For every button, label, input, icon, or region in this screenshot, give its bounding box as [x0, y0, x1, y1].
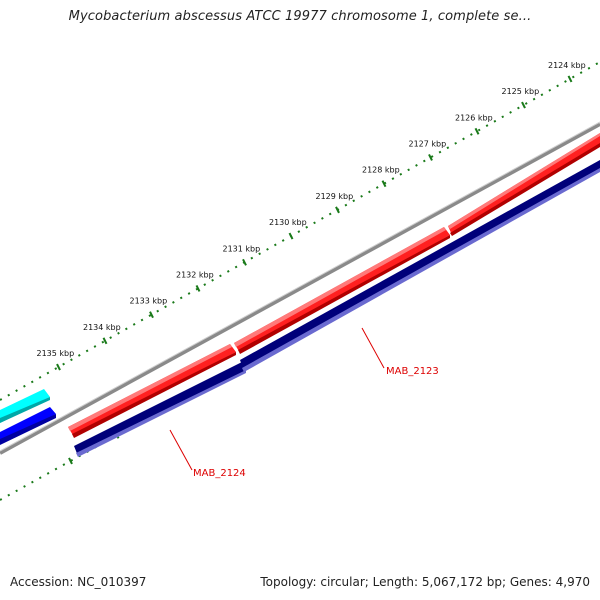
scale-label: 2125 kbp: [502, 87, 540, 96]
outer-major-tick: [428, 154, 433, 161]
scale-label: 2128 kbp: [362, 166, 400, 175]
neighbor-forward-gene-shade: [0, 397, 50, 423]
gene-reverse-left[interactable]: [74, 362, 246, 457]
outer-scale-ticks: [56, 75, 573, 371]
gene-forward-left[interactable]: [68, 344, 236, 438]
gene-label-line-2123: [361, 327, 385, 369]
outer-scale-line: [0, 61, 600, 401]
scale-label: 2124 kbp: [548, 61, 586, 70]
accession-text: Accession: NC_010397: [10, 575, 147, 589]
scale-label: 2130 kbp: [269, 218, 307, 227]
outer-major-tick: [521, 101, 526, 109]
outer-major-tick: [335, 206, 340, 214]
gene-forward-middle[interactable]: [234, 227, 450, 354]
inner-major-tick: [68, 457, 73, 465]
gene-reverse-right[interactable]: [240, 160, 600, 372]
scale-label: 2126 kbp: [455, 113, 493, 122]
outer-major-tick: [102, 337, 108, 345]
neighbor-reverse-gene-shade: [0, 414, 56, 445]
outer-major-tick: [288, 232, 294, 240]
scale-label: 2132 kbp: [176, 270, 214, 279]
outer-major-tick: [474, 127, 480, 135]
scale-label: 2127 kbp: [409, 139, 447, 148]
outer-major-tick: [567, 75, 573, 83]
gene-label-mab-2124[interactable]: MAB_2124: [193, 468, 246, 479]
gene-forward-right[interactable]: [448, 133, 600, 236]
gene-label-mab-2123[interactable]: MAB_2123: [386, 366, 439, 377]
outer-major-tick: [195, 285, 201, 292]
outer-major-tick: [149, 311, 154, 319]
scale-label: 2129 kbp: [316, 192, 354, 201]
scale-label: 2133 kbp: [130, 297, 168, 306]
scale-label: 2134 kbp: [83, 323, 121, 332]
backbone-line: [0, 122, 600, 455]
map-title: Mycobacterium abscessus ATCC 19977 chrom…: [68, 9, 532, 24]
outer-major-tick: [381, 180, 387, 188]
backbone-highlight: [0, 121, 600, 452]
scale-label: 2135 kbp: [37, 349, 75, 358]
outer-major-tick: [56, 363, 61, 371]
scale-labels: 2124 kbp 2125 kbp 2126 kbp 2127 kbp 2128 kbp…: [37, 61, 586, 358]
genome-summary-text: Topology: circular; Length: 5,067,172 bp…: [260, 575, 590, 589]
gene-label-line-2124: [169, 429, 193, 471]
scale-label: 2131 kbp: [223, 244, 261, 253]
outer-major-tick: [242, 258, 247, 266]
